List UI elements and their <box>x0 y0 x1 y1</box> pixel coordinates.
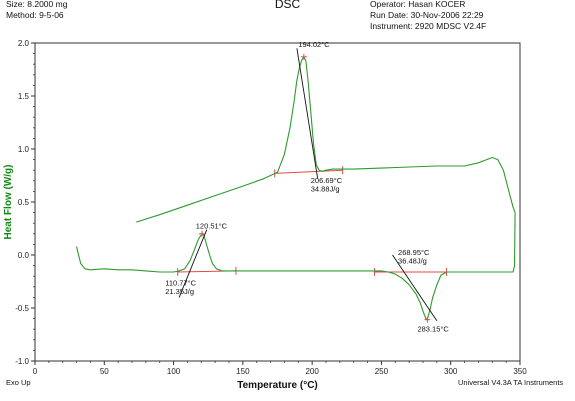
peak-annotation: 283.15°C <box>417 324 449 333</box>
peak-annotation: 21.35J/g <box>165 287 194 296</box>
exo-up-label: Exo Up <box>6 378 31 387</box>
peak-annotation: 206.69°C <box>311 176 343 185</box>
x-axis-label: Temperature (°C) <box>237 380 318 391</box>
peak-annotation: 110.77°C <box>165 279 196 288</box>
x-tick-label: 300 <box>444 367 458 376</box>
heat-flow-curve-first <box>76 212 516 321</box>
heat-flow-curve-second <box>136 56 516 223</box>
peak-annotation: 34.88J/g <box>311 184 340 193</box>
peak-annotation: 120.51°C <box>196 222 228 231</box>
plot-frame <box>34 42 521 362</box>
software-label: Universal V4.3A TA Instruments <box>458 378 564 387</box>
y-tick-label: 2.0 <box>18 39 30 48</box>
x-tick-label: 150 <box>236 367 250 376</box>
onset-tangent-line <box>392 254 438 321</box>
sample-size: Size: 8.2000 mg <box>6 0 68 9</box>
x-tick-label: 350 <box>513 367 527 376</box>
integration-baseline <box>274 169 343 174</box>
onset-tangent-line <box>296 48 319 179</box>
x-tick-label: 0 <box>33 367 38 376</box>
operator: Operator: Hasan KOCER <box>370 0 466 9</box>
instrument: Instrument: 2920 MDSC V2.4F <box>370 21 487 31</box>
peak-annotation: 36.48J/g <box>398 256 427 265</box>
onset-tangent-line <box>178 229 208 298</box>
x-tick-label: 200 <box>305 367 319 376</box>
method: Method: 9-5-06 <box>6 10 64 20</box>
peak-annotation: 194.02°C <box>298 40 330 49</box>
y-axis-label: Heat Flow (W/g) <box>3 165 14 240</box>
y-tick-label: -0.5 <box>15 304 29 313</box>
chart-title: DSC <box>274 0 301 11</box>
run-date: Run Date: 30-Nov-2006 22:29 <box>370 10 484 20</box>
y-tick-label: -1.0 <box>15 357 29 366</box>
peak-annotation: 268.95°C <box>398 248 430 257</box>
y-tick-label: 1.0 <box>18 145 30 154</box>
y-tick-label: 0.5 <box>18 198 30 207</box>
y-tick-label: 1.5 <box>18 92 30 101</box>
y-tick-label: 0.0 <box>18 251 30 260</box>
x-tick-label: 250 <box>375 367 389 376</box>
x-tick-label: 100 <box>167 367 181 376</box>
x-tick-label: 50 <box>100 367 109 376</box>
